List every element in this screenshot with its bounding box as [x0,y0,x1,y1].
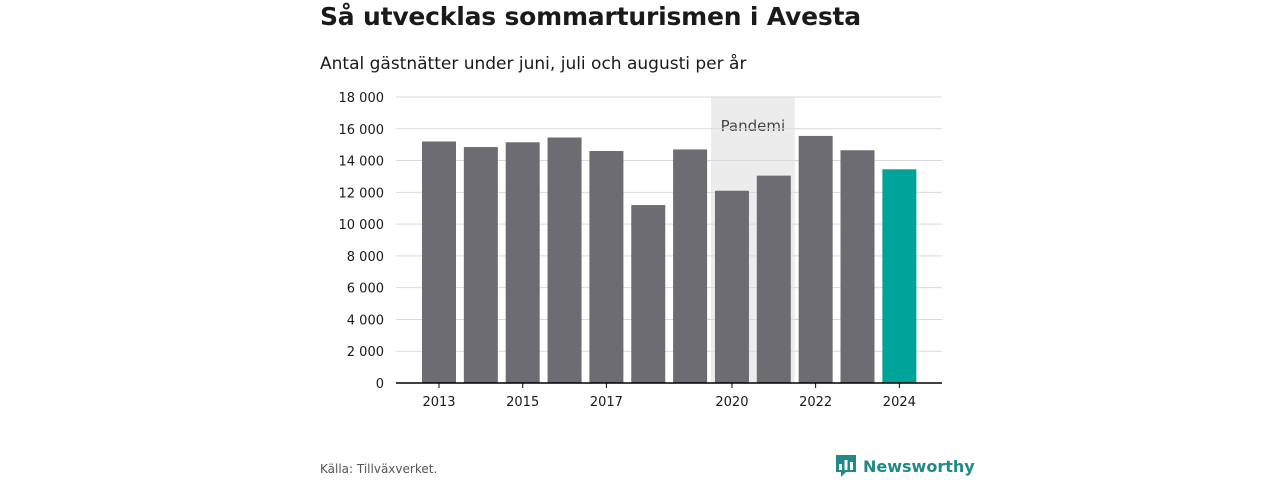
bar-2020 [714,190,749,383]
x-tick-label: 2024 [883,395,916,410]
pandemic-label: Pandemi [721,117,786,135]
y-tick-label: 8 000 [347,250,384,265]
brand-logo: Newsworthy [835,454,975,478]
bar-2014 [463,147,498,383]
x-tick-label: 2015 [506,395,539,410]
x-tick-label: 2022 [799,395,832,410]
brand-name: Newsworthy [863,456,975,476]
y-tick-label: 10 000 [339,218,385,233]
y-tick-label: 12 000 [339,186,385,201]
y-tick-label: 2 000 [347,345,384,360]
chart-title: Så utvecklas sommarturismen i Avesta [320,2,861,31]
bar-2022 [798,135,833,383]
bar-2024 [882,169,917,383]
x-tick-label: 2013 [422,395,455,410]
chart-subtitle: Antal gästnätter under juni, juli och au… [320,54,747,74]
bar-2013 [422,141,456,383]
x-tick-label: 2020 [715,395,748,410]
x-tick-label: 2017 [590,395,623,410]
y-tick-label: 18 000 [339,91,385,106]
bar-2015 [505,142,540,383]
bar-2023 [840,150,875,383]
y-tick-label: 0 [376,377,384,392]
bar-2019 [673,149,708,383]
y-tick-label: 16 000 [339,123,385,138]
bar-2017 [589,151,624,383]
y-tick-label: 6 000 [347,282,384,297]
bar-2021 [756,175,791,383]
bar-chart-speech-bubble-icon [836,455,856,477]
source-note: Källa: Tillväxverket. [320,462,438,476]
bar-2018 [631,205,666,383]
y-tick-label: 14 000 [339,155,385,170]
y-tick-label: 4 000 [347,313,384,328]
bar-2016 [547,137,582,383]
